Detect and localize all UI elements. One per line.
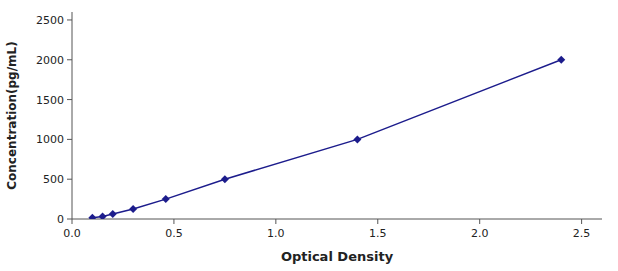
y-axis-title: Concentration(pg/mL) bbox=[5, 41, 19, 189]
x-tick-label: 1.0 bbox=[267, 227, 285, 240]
marker bbox=[88, 214, 96, 219]
y-tick-label: 500 bbox=[43, 173, 64, 186]
x-axis-line bbox=[72, 219, 602, 220]
y-axis-line bbox=[72, 12, 73, 219]
x-tick-label: 0.5 bbox=[165, 227, 183, 240]
marker bbox=[99, 213, 107, 219]
y-tick-label: 2500 bbox=[36, 14, 64, 27]
x-tick bbox=[275, 219, 276, 224]
line bbox=[92, 60, 561, 218]
x-tick-label: 0.0 bbox=[63, 227, 81, 240]
x-axis-title: Optical Density bbox=[281, 249, 394, 264]
plot-area bbox=[88, 56, 565, 219]
axes: 0.0 0.5 1.0 1.5 2.0 2.5 0 500 1000 1500 2000 2500 bbox=[36, 12, 602, 240]
y-tick-label: 1500 bbox=[36, 94, 64, 107]
x-tick bbox=[581, 219, 582, 224]
marker bbox=[162, 195, 170, 203]
y-tick bbox=[67, 59, 72, 60]
marker bbox=[129, 205, 137, 213]
y-tick bbox=[67, 99, 72, 100]
x-tick-label: 2.0 bbox=[471, 227, 489, 240]
marker bbox=[557, 56, 565, 64]
chart-svg: 0.0 0.5 1.0 1.5 2.0 2.5 0 500 1000 1500 2000 2500 Op… bbox=[0, 0, 618, 271]
marker bbox=[109, 210, 117, 218]
marker bbox=[221, 175, 229, 183]
y-tick bbox=[67, 179, 72, 180]
y-tick-label: 1000 bbox=[36, 133, 64, 146]
x-tick bbox=[479, 219, 480, 224]
y-tick bbox=[67, 219, 72, 220]
chart-container: 0.0 0.5 1.0 1.5 2.0 2.5 0 500 1000 1500 2000 2500 Op… bbox=[0, 0, 618, 271]
marker bbox=[353, 135, 361, 143]
x-tick-label: 1.5 bbox=[369, 227, 387, 240]
y-tick bbox=[67, 139, 72, 140]
y-tick-label: 2000 bbox=[36, 54, 64, 67]
x-tick bbox=[377, 219, 378, 224]
y-tick-label: 0 bbox=[57, 213, 64, 226]
x-tick bbox=[173, 219, 174, 224]
y-tick bbox=[67, 19, 72, 20]
x-tick bbox=[72, 219, 73, 224]
x-tick-label: 2.5 bbox=[573, 227, 591, 240]
